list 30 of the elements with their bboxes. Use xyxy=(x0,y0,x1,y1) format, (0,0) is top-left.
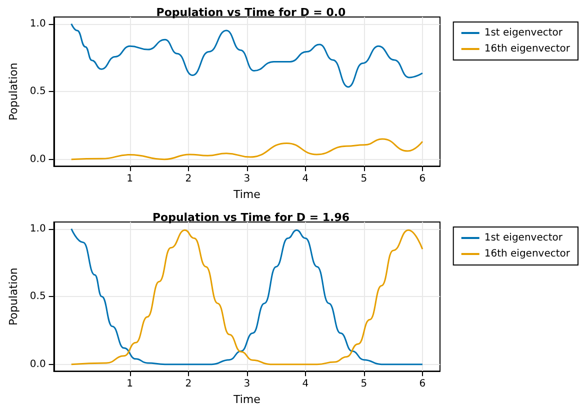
y-tick-label: 0.5 xyxy=(30,86,46,98)
x-axis-title: Time xyxy=(232,188,261,201)
x-tick-label: 6 xyxy=(419,174,426,185)
y-tick-label: 1.0 xyxy=(30,223,46,234)
chart-title: Population vs Time for D = 1.96 xyxy=(152,211,350,224)
x-tick-label: 1 xyxy=(126,378,134,390)
x-tick-label: 3 xyxy=(244,174,250,185)
y-tick-label: 1.0 xyxy=(30,18,46,30)
x-tick-label: 3 xyxy=(244,378,250,390)
x-tick-label: 2 xyxy=(185,378,192,390)
x-tick-label: 5 xyxy=(360,378,368,390)
legend-label: 1st eigenvector xyxy=(484,28,564,38)
x-tick-label: 5 xyxy=(360,174,368,185)
y-tick-label: 0.0 xyxy=(30,154,46,165)
chart-title: Population vs Time for D = 0.0 xyxy=(156,6,346,19)
x-tick-label: 4 xyxy=(302,378,309,390)
legend-label: 16th eigenvector xyxy=(484,44,571,54)
y-tick-label: 0.0 xyxy=(30,358,46,370)
y-axis-title: Population xyxy=(7,268,20,326)
x-axis-title: Time xyxy=(232,393,261,406)
legend-label: 16th eigenvector xyxy=(484,248,571,260)
y-axis-title: Population xyxy=(7,62,20,120)
legend-label: 1st eigenvector xyxy=(484,232,564,244)
y-tick-label: 0.5 xyxy=(30,291,46,302)
x-tick-label: 4 xyxy=(302,174,309,185)
line-series xyxy=(70,138,424,160)
x-tick-label: 1 xyxy=(126,174,134,185)
line-series xyxy=(70,23,424,88)
x-tick-label: 6 xyxy=(419,378,426,390)
x-tick-label: 2 xyxy=(185,174,192,185)
